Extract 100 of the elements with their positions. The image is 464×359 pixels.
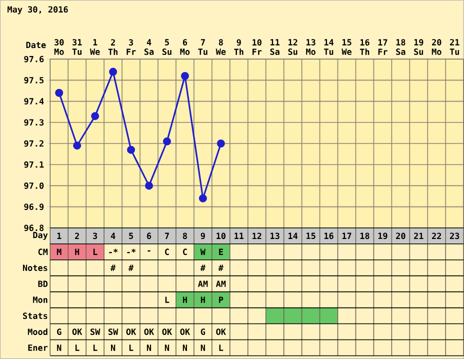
x-tick-label: 15 We bbox=[342, 39, 352, 55]
y-tick-label: 97.0 bbox=[24, 182, 44, 189]
x-tick-label: 1 bbox=[57, 232, 62, 239]
text: SW bbox=[90, 328, 100, 335]
x-tick-label: 5 Su bbox=[162, 39, 172, 55]
x-tick-label: 15 bbox=[306, 232, 316, 240]
point bbox=[198, 194, 207, 202]
point bbox=[55, 88, 64, 97]
x-tick-label: 8 We bbox=[216, 39, 226, 55]
y-tick-label: 96.9 bbox=[24, 204, 44, 210]
text: C bbox=[165, 248, 169, 256]
y-tick-label: BD bbox=[38, 280, 48, 287]
text: N bbox=[110, 344, 116, 351]
text: E bbox=[219, 248, 223, 255]
point bbox=[127, 146, 136, 154]
text: N bbox=[164, 344, 170, 351]
text: AM bbox=[216, 280, 226, 287]
chart-title: May 30, 2016 bbox=[8, 6, 68, 14]
x-tick-label: 17 bbox=[342, 232, 352, 239]
x-tick-label: 17 Fr bbox=[378, 39, 388, 55]
x-tick-label: 7 Tu bbox=[198, 39, 208, 55]
text: H bbox=[75, 248, 80, 255]
point bbox=[216, 140, 225, 148]
text: OK bbox=[180, 328, 190, 335]
y-tick-label: CM bbox=[38, 248, 48, 256]
x-tick-label: 10 Fr bbox=[252, 39, 262, 55]
text: N bbox=[57, 344, 62, 351]
text: OK bbox=[126, 328, 136, 335]
x-tick-label: 31 Tu bbox=[72, 39, 82, 55]
text: # bbox=[218, 264, 224, 271]
x-tick-label: 6 Mo bbox=[180, 39, 190, 55]
point bbox=[180, 72, 189, 80]
text: G bbox=[57, 328, 62, 335]
x-tick-label: 1 We bbox=[90, 39, 100, 55]
text: H bbox=[200, 296, 205, 303]
text: OK bbox=[216, 328, 226, 335]
y-tick-label: 97.5 bbox=[24, 77, 44, 84]
x-tick-label: 23 bbox=[450, 232, 460, 240]
x-tick-label: 18 Sa bbox=[396, 39, 406, 55]
text: P bbox=[219, 296, 224, 303]
x-tick-label: 2 bbox=[75, 232, 79, 240]
y-tick-label: Ener bbox=[28, 344, 48, 351]
text: SW bbox=[108, 328, 118, 335]
x-tick-label: 12 Su bbox=[288, 39, 298, 55]
y-tick-label: Stats bbox=[23, 312, 48, 320]
x-tick-label: 14 Tu bbox=[324, 39, 334, 55]
x-tick-label: 13 Mo bbox=[306, 39, 316, 55]
point bbox=[145, 182, 153, 190]
x-tick-label: 11 Sa bbox=[270, 39, 280, 55]
text: -* bbox=[109, 248, 118, 254]
x-tick-label: 22 bbox=[432, 232, 442, 240]
x-tick-label: 2 Th bbox=[108, 39, 118, 55]
x-tick-label: 14 bbox=[288, 232, 298, 239]
x-tick-label: 16 Th bbox=[360, 39, 370, 55]
text: # bbox=[200, 264, 206, 271]
text: OK bbox=[144, 328, 154, 335]
y-tick-label: 97.3 bbox=[24, 119, 44, 126]
x-tick-label: 21 Tu bbox=[450, 39, 460, 55]
x-tick-label: 13 bbox=[270, 232, 280, 240]
x-tick-label: 20 bbox=[396, 232, 406, 240]
text: OK bbox=[72, 328, 82, 335]
text: -* bbox=[127, 248, 136, 254]
text: L bbox=[75, 344, 80, 351]
y-tick-label: Notes bbox=[22, 264, 48, 272]
text: # bbox=[128, 264, 134, 271]
text: AM bbox=[198, 280, 208, 287]
text: N bbox=[146, 344, 152, 351]
x-tick-label: 20 Mo bbox=[432, 39, 442, 55]
text: N bbox=[182, 344, 188, 351]
text: L bbox=[219, 344, 224, 351]
x-axis-title: Date bbox=[26, 42, 46, 48]
x-axis-title: Day bbox=[33, 232, 48, 240]
text: L bbox=[93, 248, 98, 255]
y-tick-label: 97.4 bbox=[24, 98, 44, 105]
x-tick-label: 11 bbox=[234, 232, 244, 239]
x-tick-label: 21 bbox=[414, 232, 424, 240]
text: L bbox=[165, 296, 170, 303]
y-tick-label: 96.8 bbox=[24, 224, 44, 232]
text: OK bbox=[162, 328, 172, 335]
x-tick-label: 4 bbox=[110, 232, 116, 239]
x-tick-label: 16 bbox=[324, 232, 334, 240]
text: L bbox=[129, 344, 134, 351]
x-tick-label: 30 Mo bbox=[54, 39, 64, 55]
point bbox=[162, 137, 171, 146]
y-tick-label: Mon bbox=[33, 296, 48, 303]
text: L bbox=[93, 344, 98, 351]
x-tick-label: 9 Th bbox=[234, 39, 244, 55]
x-tick-label: 19 Su bbox=[414, 39, 424, 55]
text: C bbox=[183, 248, 187, 256]
text: H bbox=[182, 296, 187, 303]
y-tick-label: 97.2 bbox=[24, 140, 44, 147]
text: M bbox=[56, 248, 62, 255]
x-tick-label: 3 bbox=[93, 232, 98, 240]
y-tick-label: 97.6 bbox=[24, 56, 44, 62]
x-tick-label: 5 bbox=[129, 232, 134, 240]
x-tick-label: 6 bbox=[147, 232, 152, 240]
x-tick-label: 9 bbox=[200, 232, 205, 240]
text: # bbox=[110, 264, 116, 271]
y-tick-label: 97.1 bbox=[24, 161, 44, 168]
text: - bbox=[148, 250, 150, 252]
